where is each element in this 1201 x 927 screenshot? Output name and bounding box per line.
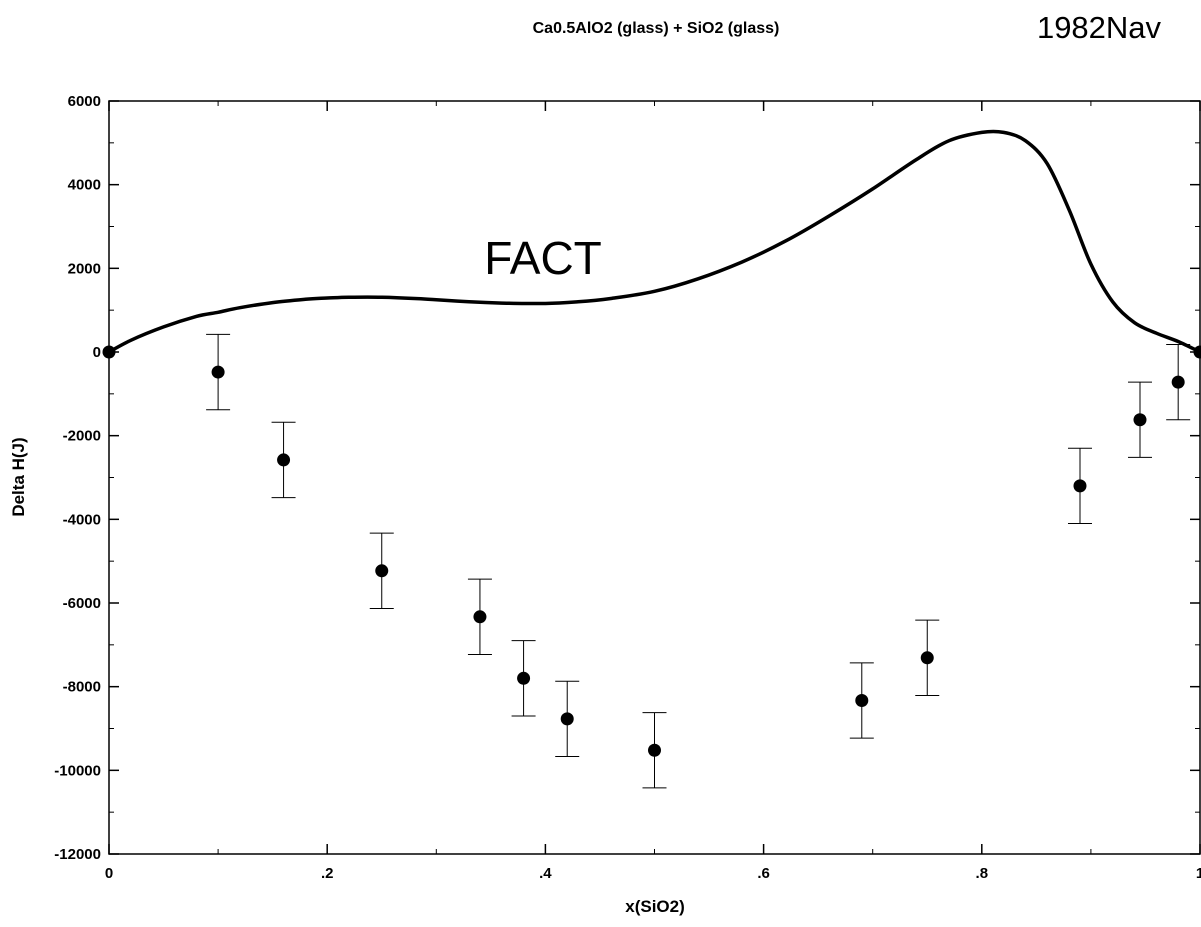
data-point xyxy=(1073,479,1087,493)
data-point xyxy=(560,712,574,726)
y-tick-label: 0 xyxy=(93,344,101,361)
fact-model-curve xyxy=(108,129,1201,354)
y-tick-label: -6000 xyxy=(63,595,101,612)
y-tick-label: 6000 xyxy=(68,93,101,110)
y-axis-title: Delta H(J) xyxy=(9,437,28,516)
x-tick-label: .6 xyxy=(757,865,770,882)
y-tick-label: 4000 xyxy=(68,177,101,194)
data-point xyxy=(277,453,291,467)
y-tick-label: -10000 xyxy=(54,762,101,779)
x-tick-label: 0 xyxy=(105,865,113,882)
x-axis-title: x(SiO2) xyxy=(625,897,685,916)
data-point xyxy=(648,743,661,757)
data-point xyxy=(1133,413,1147,427)
y-tick-label: -12000 xyxy=(54,846,101,863)
x-tick-label: 1 xyxy=(1196,865,1201,882)
data-point xyxy=(473,610,487,624)
data-point xyxy=(855,693,869,707)
reference-label: 1982Nav xyxy=(1037,10,1162,45)
fact-curve-label: FACT xyxy=(484,232,602,284)
x-tick-label: .2 xyxy=(321,865,334,882)
data-point xyxy=(517,671,531,685)
y-tick-label: -8000 xyxy=(63,679,101,696)
chart-title: Ca0.5AlO2 (glass) + SiO2 (glass) xyxy=(533,20,780,37)
data-point xyxy=(211,365,225,379)
ticks-layer: 6000 4000 2000 0 -2000 -4000 -6000 -8000 -10000 -… xyxy=(54,93,1201,882)
y-tick-label: -4000 xyxy=(63,511,101,528)
data-point xyxy=(920,651,934,665)
x-tick-label: .4 xyxy=(539,865,552,882)
series-layer xyxy=(102,129,1201,789)
y-tick-label: 2000 xyxy=(68,260,101,277)
y-tick-label: -2000 xyxy=(63,428,101,445)
data-point xyxy=(375,564,389,578)
x-tick-label: .8 xyxy=(976,865,989,882)
data-point xyxy=(1171,375,1185,389)
